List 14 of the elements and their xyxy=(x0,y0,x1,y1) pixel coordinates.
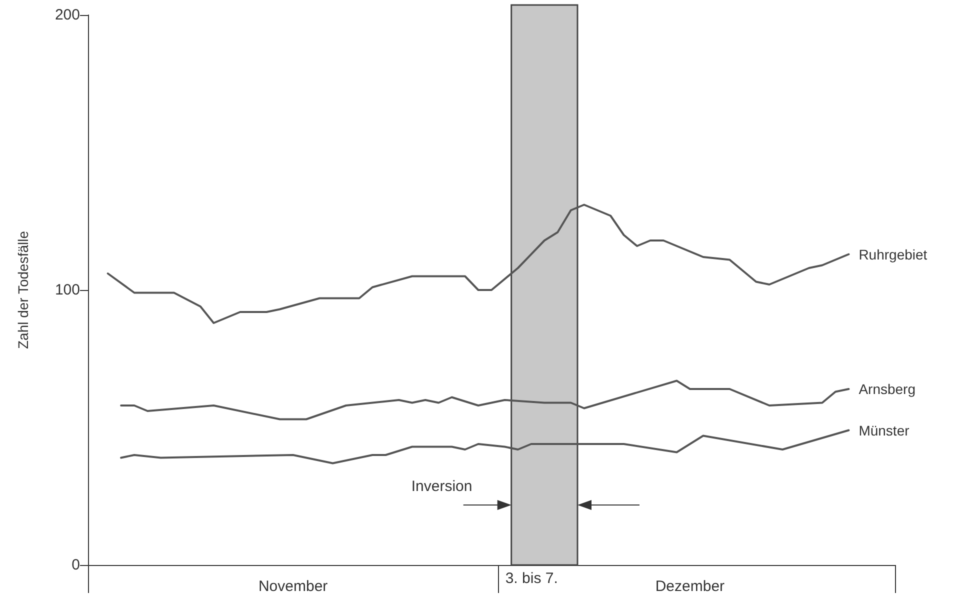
line-series xyxy=(120,429,850,464)
line-series xyxy=(106,204,850,324)
y-tick-label: 200 xyxy=(54,6,80,24)
x-tick-label: November xyxy=(258,578,328,595)
series-label: Münster xyxy=(858,422,910,438)
line-series xyxy=(120,380,850,420)
series-label: Arnsberg xyxy=(858,381,916,397)
y-tick-label: 0 xyxy=(72,556,80,574)
y-axis-title: Zahl der Todesfälle xyxy=(15,230,31,350)
series-label: Ruhrgebiet xyxy=(858,246,928,262)
text: 3. bis 7. xyxy=(505,570,558,587)
annotation: Inversion xyxy=(411,478,472,495)
x-tick-label: Dezember xyxy=(655,578,725,595)
y-tick-label: 100 xyxy=(54,282,80,298)
